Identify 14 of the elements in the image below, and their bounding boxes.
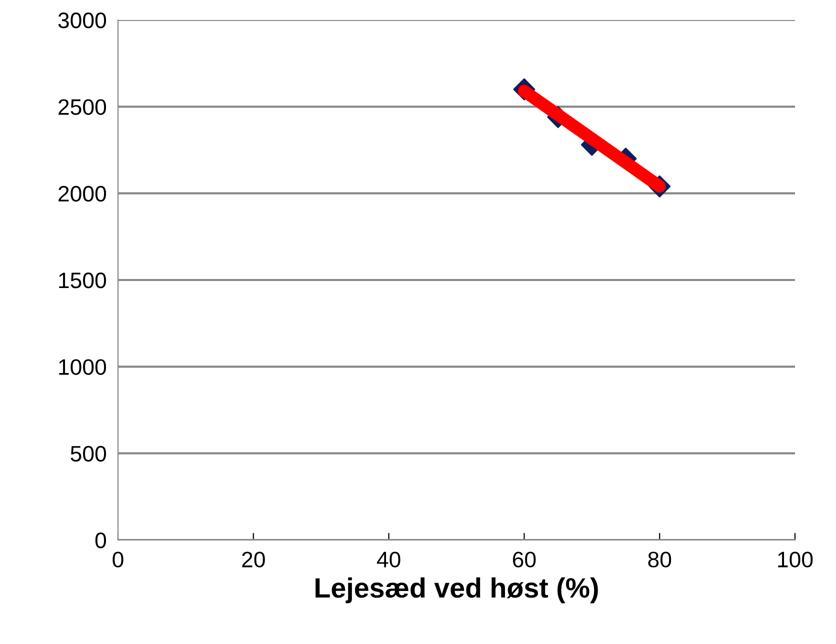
x-tick-label: 40 — [376, 552, 400, 568]
y-tick-label: 2000 — [58, 186, 106, 202]
y-tick-label: 1500 — [59, 272, 106, 288]
x-tick-label: 100 — [778, 552, 813, 568]
x-tick-label: 60 — [512, 552, 536, 568]
y-tick-label: 0 — [95, 532, 106, 548]
y-tick-label: 500 — [70, 446, 106, 462]
x-tick-label: 0 — [112, 552, 124, 568]
x-tick-label: 20 — [242, 552, 265, 568]
y-tick-label: 1000 — [59, 359, 106, 375]
y-tick-label: 2500 — [58, 99, 106, 115]
x-tick-label: 80 — [648, 552, 672, 568]
y-tick-label: 3000 — [58, 12, 106, 28]
x-axis-title: Lejesæd ved høst (%) — [316, 577, 598, 604]
